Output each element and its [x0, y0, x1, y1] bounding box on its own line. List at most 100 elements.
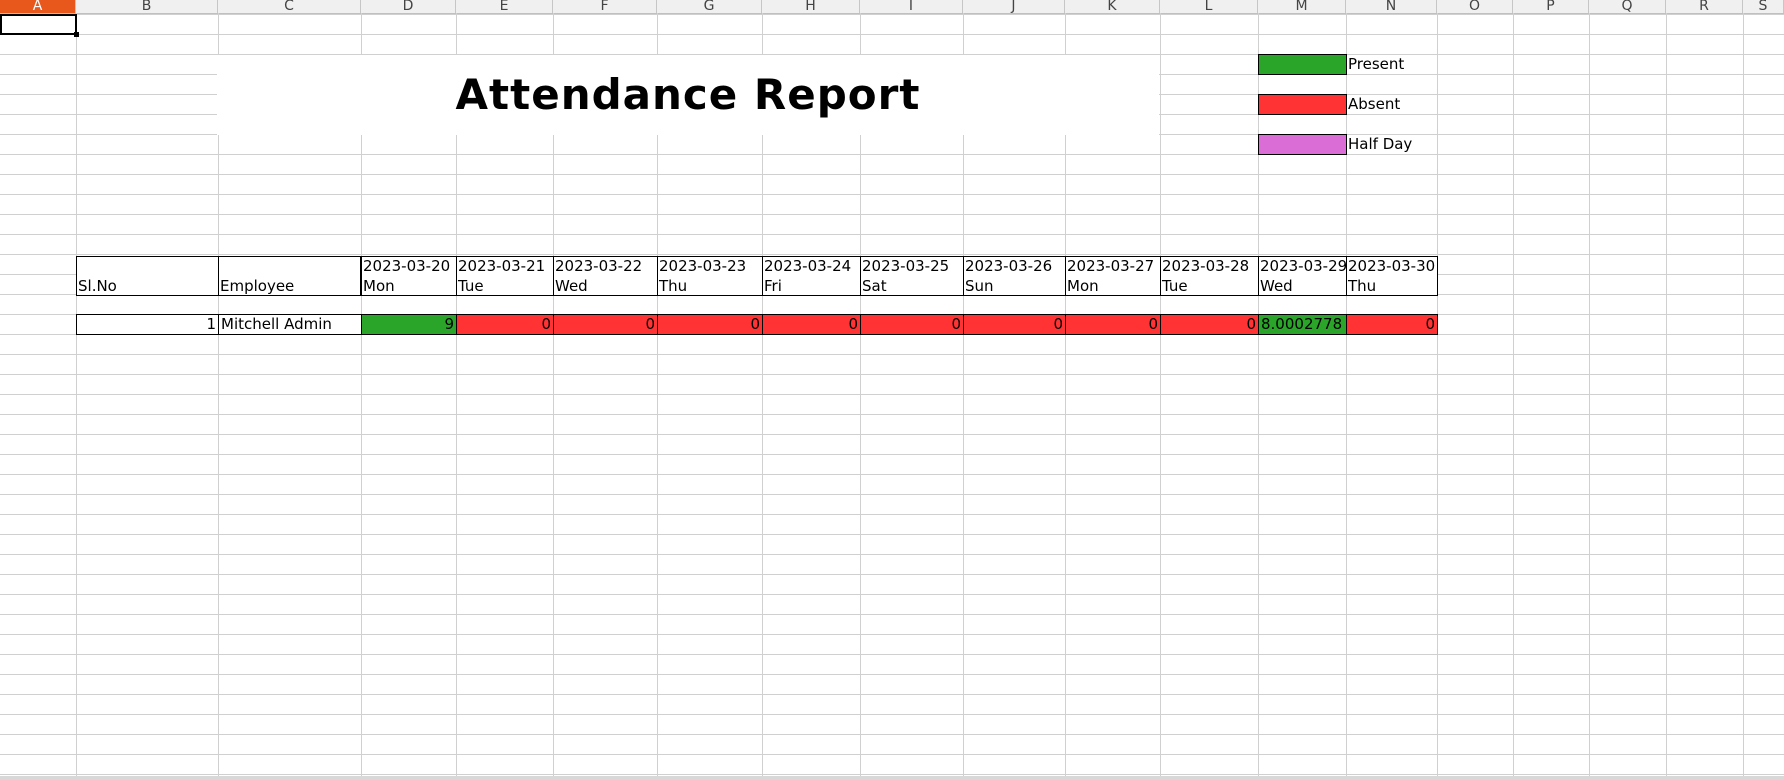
column-header-l[interactable]: L: [1160, 0, 1258, 13]
grid-col-line: [657, 13, 658, 776]
grid-row-line: [0, 394, 1784, 395]
header-date: 2023-03-20: [363, 257, 451, 275]
header-date-cell[interactable]: 2023-03-28 Tue: [1160, 256, 1259, 296]
column-header-s[interactable]: S: [1743, 0, 1784, 13]
column-header-a[interactable]: A: [0, 0, 76, 13]
column-header-o[interactable]: O: [1437, 0, 1513, 13]
grid-row-line: [0, 494, 1784, 495]
column-header-r[interactable]: R: [1666, 0, 1743, 13]
active-cell-cursor[interactable]: [0, 14, 77, 35]
grid-row-line: [0, 694, 1784, 695]
column-header-e[interactable]: E: [456, 0, 553, 13]
cell-attendance-absent[interactable]: 0: [657, 314, 763, 335]
grid-row-line: [0, 534, 1784, 535]
grid-col-line: [1437, 13, 1438, 776]
column-header-f[interactable]: F: [553, 0, 657, 13]
horizontal-scrollbar[interactable]: [0, 776, 1784, 780]
cell-attendance-absent[interactable]: 0: [1160, 314, 1259, 335]
grid-row-line: [0, 374, 1784, 375]
cell-attendance-absent[interactable]: 0: [1346, 314, 1438, 335]
header-date-cell[interactable]: 2023-03-25 Sat: [860, 256, 964, 296]
cell-attendance-present[interactable]: 8.0002778: [1258, 314, 1347, 335]
grid-col-line: [1589, 13, 1590, 776]
header-date-cell[interactable]: 2023-03-30 Thu: [1346, 256, 1438, 296]
grid-col-line: [1743, 13, 1744, 776]
column-header-p[interactable]: P: [1513, 0, 1589, 13]
grid-col-line: [860, 13, 861, 776]
cell-attendance-present[interactable]: 9: [361, 314, 457, 335]
cell-employee[interactable]: Mitchell Admin: [218, 314, 362, 335]
header-row-bg: [76, 256, 1437, 296]
grid-col-line: [553, 13, 554, 776]
cell-sl-no[interactable]: 1: [76, 314, 219, 335]
header-date: 2023-03-21: [458, 257, 546, 275]
cell-attendance-absent[interactable]: 0: [963, 314, 1066, 335]
column-header-j[interactable]: J: [963, 0, 1065, 13]
column-header-k[interactable]: K: [1065, 0, 1160, 13]
grid-col-line: [361, 13, 362, 776]
grid-col-line: [1065, 13, 1066, 776]
header-day: Tue: [1162, 277, 1188, 295]
header-date-cell[interactable]: 2023-03-24 Fri: [762, 256, 861, 296]
grid-row-line: [0, 554, 1784, 555]
column-header-c[interactable]: C: [218, 0, 361, 13]
header-date-cell[interactable]: 2023-03-23 Thu: [657, 256, 763, 296]
title-merged-cell[interactable]: [217, 55, 1159, 135]
fill-handle[interactable]: [74, 32, 79, 37]
header-date: 2023-03-24: [764, 257, 852, 275]
grid-row-line: [0, 194, 1784, 195]
grid-row-line: [0, 654, 1784, 655]
grid-row-line: [0, 174, 1784, 175]
header-day: Mon: [1067, 277, 1099, 295]
header-date: 2023-03-25: [862, 257, 950, 275]
header-date-cell[interactable]: 2023-03-26 Sun: [963, 256, 1066, 296]
header-day: Wed: [1260, 277, 1293, 295]
header-day: Mon: [363, 277, 395, 295]
legend-swatch-half-day[interactable]: [1258, 134, 1347, 155]
grid-row-line: [0, 14, 1784, 15]
header-date: 2023-03-29: [1260, 257, 1347, 275]
header-date-cell[interactable]: 2023-03-20 Mon: [361, 256, 457, 296]
grid-col-line: [963, 13, 964, 776]
column-header-b[interactable]: B: [76, 0, 218, 13]
grid-row-line: [0, 254, 1784, 255]
grid-col-line: [762, 13, 763, 776]
column-header-g[interactable]: G: [657, 0, 762, 13]
cell-attendance-absent[interactable]: 0: [553, 314, 658, 335]
cell-attendance-absent[interactable]: 0: [762, 314, 861, 335]
grid-row-line: [0, 214, 1784, 215]
grid-row-line: [0, 414, 1784, 415]
grid-row-line: [0, 154, 1784, 155]
header-employee-cell[interactable]: Employee: [218, 256, 361, 296]
grid-row-line: [0, 614, 1784, 615]
column-header-d[interactable]: D: [361, 0, 456, 13]
header-date-cell[interactable]: 2023-03-21 Tue: [456, 256, 554, 296]
cell-attendance-absent[interactable]: 0: [860, 314, 964, 335]
column-header-i[interactable]: I: [860, 0, 963, 13]
header-day: Tue: [458, 277, 484, 295]
grid-row-line: [0, 234, 1784, 235]
header-employee-label: Employee: [220, 277, 295, 295]
header-date-cell[interactable]: 2023-03-27 Mon: [1065, 256, 1161, 296]
header-date-cell[interactable]: 2023-03-29 Wed: [1258, 256, 1347, 296]
header-date: 2023-03-22: [555, 257, 643, 275]
legend-swatch-present[interactable]: [1258, 54, 1347, 75]
legend-label-absent: Absent: [1348, 95, 1401, 113]
column-header-n[interactable]: N: [1346, 0, 1437, 13]
column-header-h[interactable]: H: [762, 0, 860, 13]
cell-attendance-absent[interactable]: 0: [1065, 314, 1161, 335]
cell-attendance-absent[interactable]: 0: [456, 314, 554, 335]
header-sl-cell[interactable]: Sl.No: [76, 256, 219, 296]
header-date-cell[interactable]: 2023-03-22 Wed: [553, 256, 658, 296]
header-date: 2023-03-30: [1348, 257, 1436, 275]
column-header-m[interactable]: M: [1258, 0, 1346, 13]
grid-row-line: [0, 634, 1784, 635]
legend-label-present: Present: [1348, 55, 1405, 73]
column-header-q[interactable]: Q: [1589, 0, 1666, 13]
header-day: Fri: [764, 277, 782, 295]
legend-swatch-absent[interactable]: [1258, 94, 1347, 115]
grid-row-line: [0, 354, 1784, 355]
grid-row-line: [0, 474, 1784, 475]
